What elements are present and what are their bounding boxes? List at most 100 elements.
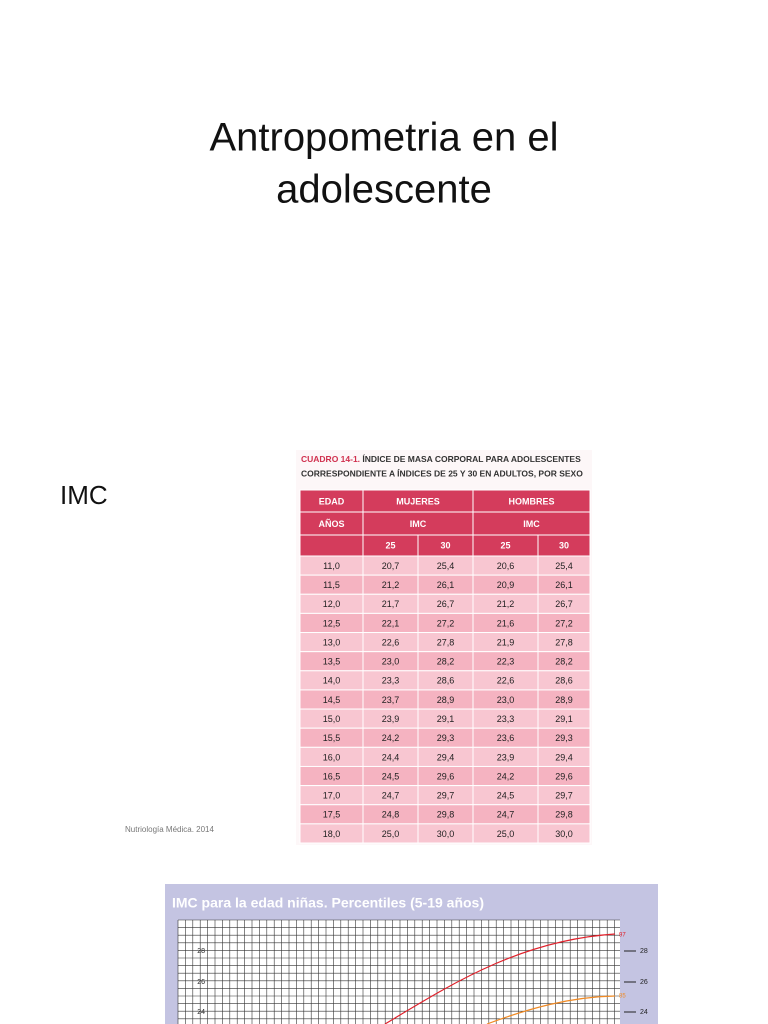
cell-text: 29,6 [555, 771, 573, 781]
cell-text: 16,5 [323, 771, 341, 781]
cell-text: 11,5 [323, 580, 340, 590]
cell-text: 28,9 [437, 695, 455, 705]
y-label: 26 [197, 979, 205, 986]
cell-text: 24,5 [382, 771, 400, 781]
y-label: 28 [197, 948, 205, 955]
cell-text: EDAD [319, 496, 345, 506]
cell-text: 27,8 [437, 637, 455, 647]
y-label: 26 [640, 979, 648, 986]
cell-text: MUJERES [396, 496, 440, 506]
table: EDAD MUJERES HOMBRES AÑOS IMC IMC 25 30 25 30 11,0… [299, 489, 591, 844]
cell [299, 534, 364, 557]
cell-text: 24,5 [497, 791, 515, 801]
cell-text: 24,7 [497, 810, 515, 820]
cell-text: 11,0 [323, 561, 340, 571]
y-label: 24 [640, 1009, 648, 1016]
cell-text: 22,1 [382, 618, 400, 628]
cell-text: 26,7 [437, 599, 455, 609]
cell-text: 26,7 [555, 599, 573, 609]
cell-text: IMC [523, 519, 540, 529]
cell-text: 22,3 [497, 657, 515, 667]
cell-text: 23,3 [497, 714, 515, 724]
caption-text: ÍNDICE DE MASA CORPORAL PARA ADOLESCENTE… [362, 454, 581, 464]
cell-text: 14,0 [323, 676, 341, 686]
cell-text: 14,5 [323, 695, 341, 705]
cell-text: 22,6 [497, 676, 515, 686]
cell-text: 24,4 [382, 752, 400, 762]
cell-text: 18,0 [323, 829, 341, 839]
cell-text: 28,9 [555, 695, 573, 705]
y-label: 28 [640, 948, 648, 955]
cell-text: 29,1 [555, 714, 573, 724]
curve-label: 97 [619, 933, 626, 939]
cell-text: 23,9 [382, 714, 400, 724]
table-caption: CORRESPONDIENTE A ÍNDICES DE 25 Y 30 EN … [301, 468, 583, 478]
cell-text: 20,6 [497, 561, 515, 571]
cell-text: 25,4 [437, 561, 455, 571]
cell-text: 12,0 [323, 599, 341, 609]
cell-text: AÑOS [318, 519, 344, 529]
cell-text: 29,8 [437, 810, 455, 820]
curve [486, 995, 616, 1024]
cell-text: 28,2 [437, 657, 455, 667]
cell-text: 17,0 [323, 791, 341, 801]
cell-text: 25,4 [555, 561, 573, 571]
cell-text: 24,8 [382, 810, 400, 820]
cell-text: 29,3 [437, 733, 455, 743]
cell-text: 21,9 [497, 637, 515, 647]
figure-title: IMC para la edad niñas. Percentiles (5-1… [172, 895, 484, 911]
cell-text: 30,0 [437, 829, 455, 839]
cell-text: 23,0 [497, 695, 515, 705]
cell-text: 29,4 [437, 752, 455, 762]
cell-text: 26,1 [437, 580, 455, 590]
curve [384, 933, 616, 1024]
cell-text: 28,6 [555, 676, 573, 686]
cell-text: 23,6 [497, 733, 515, 743]
title-line: adolescente [276, 168, 492, 212]
cell-text: 21,2 [382, 580, 400, 590]
cell-text: 30,0 [555, 829, 573, 839]
cell-text: 30 [559, 540, 569, 550]
table-caption: CUADRO 14-1. ÍNDICE DE MASA CORPORAL PAR… [301, 454, 581, 464]
cell-text: 29,4 [555, 752, 573, 762]
cell-text: 16,0 [323, 752, 341, 762]
cell-text: 25,0 [382, 829, 400, 839]
figure: IMC para la edad niñas. Percentiles (5-1… [165, 884, 658, 1024]
cell-text: 28,6 [437, 676, 455, 686]
cell-text: 29,1 [437, 714, 455, 724]
cell-text: 13,5 [323, 657, 341, 667]
section-label: IMC [60, 480, 108, 510]
cell-text: 29,6 [437, 771, 455, 781]
curve-label: 85 [619, 994, 626, 1000]
cell-text: 15,5 [323, 733, 341, 743]
cell-text: 23,0 [382, 657, 400, 667]
cell-text: 27,8 [555, 637, 573, 647]
plot-area [178, 920, 620, 1024]
cell-text: 23,7 [382, 695, 400, 705]
y-label: 24 [197, 1009, 205, 1016]
cell-text: 21,7 [382, 599, 400, 609]
cell-text: HOMBRES [508, 496, 554, 506]
cell-text: 27,2 [437, 618, 455, 628]
caption-label: CUADRO 14-1. [301, 454, 360, 464]
cell-text: 12,5 [323, 618, 341, 628]
cell-text: 21,2 [497, 599, 515, 609]
cell-text: 28,2 [555, 657, 573, 667]
cell-text: 24,2 [497, 771, 515, 781]
cell-text: 30 [440, 540, 450, 550]
cell-text: 21,6 [497, 618, 515, 628]
cell-text: 29,3 [555, 733, 573, 743]
title-line: Antropometria en el [209, 116, 558, 160]
cell-text: 13,0 [323, 637, 341, 647]
cell-text: 23,9 [497, 752, 515, 762]
cell [537, 823, 591, 844]
cell-text: 22,6 [382, 637, 400, 647]
cell-text: 24,7 [382, 791, 400, 801]
cell-text: 15,0 [323, 714, 341, 724]
cell-text: 25,0 [497, 829, 515, 839]
cell-text: 25 [500, 540, 510, 550]
cell-text: 20,7 [382, 561, 400, 571]
cell-text: 27,2 [555, 618, 573, 628]
cell-text: 23,3 [382, 676, 400, 686]
